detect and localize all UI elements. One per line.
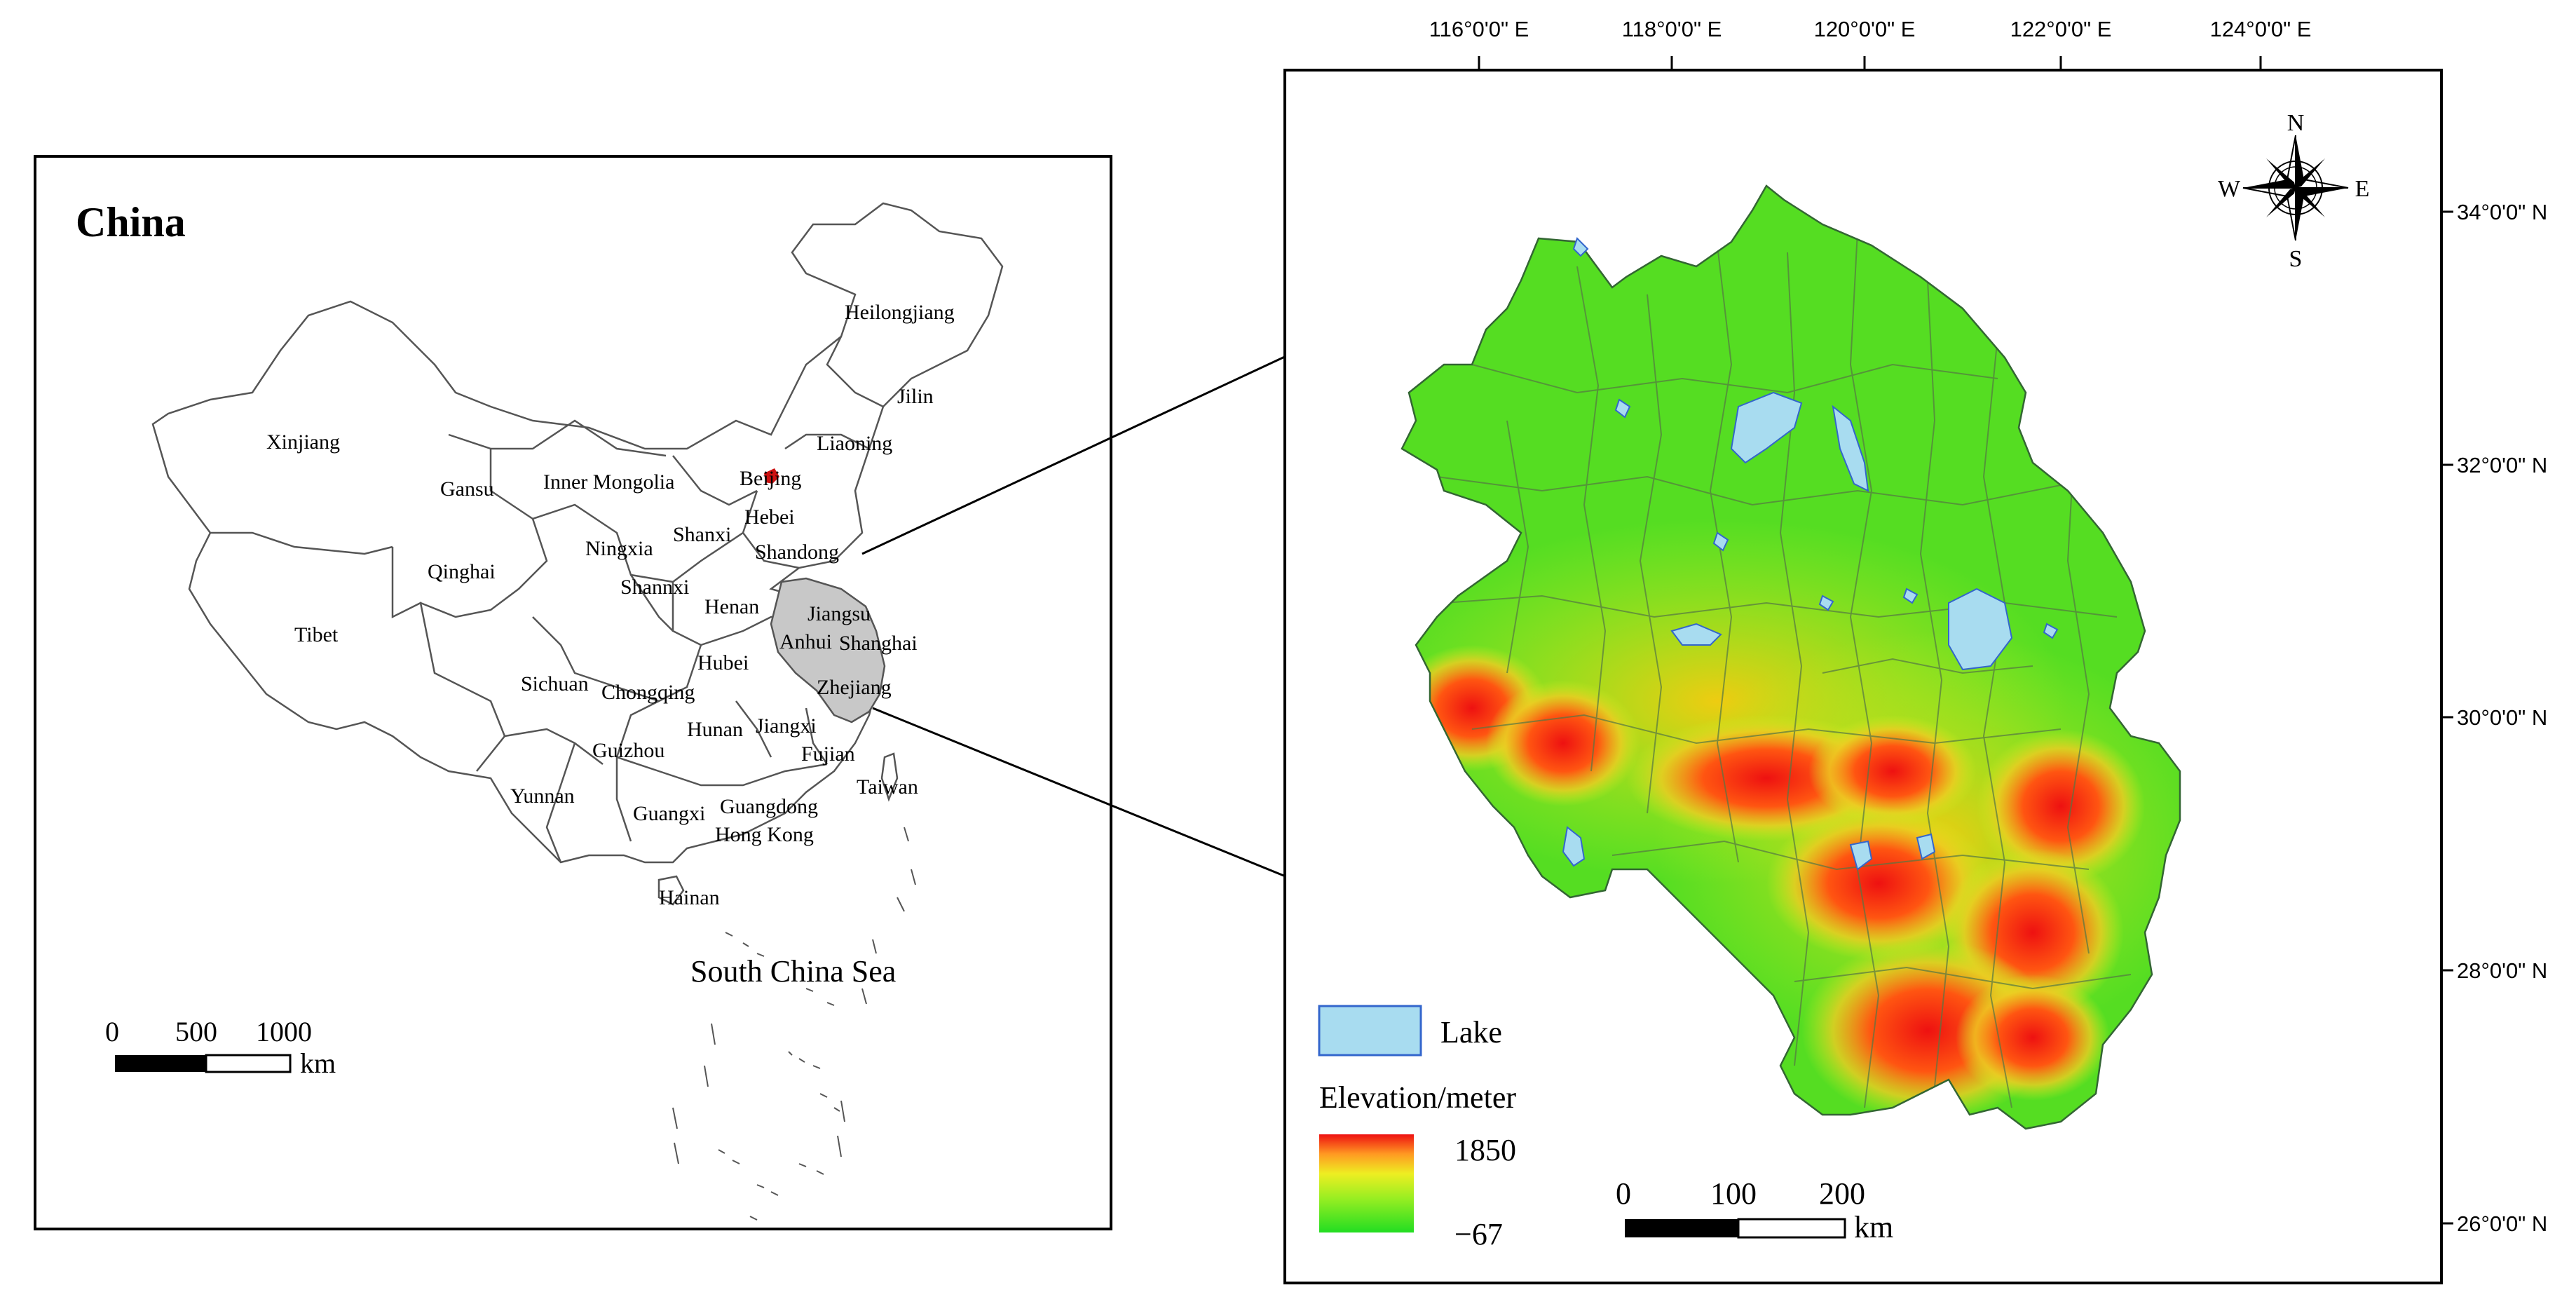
label-anhui: Anhui	[779, 630, 832, 653]
legend-elevation-max: 1850	[1454, 1133, 1516, 1167]
lake-chaohu	[1670, 623, 1722, 646]
south-china-sea-islands	[672, 827, 916, 1221]
china-scale-bar: 0 500 1000 km	[105, 1016, 336, 1079]
label-yunnan: Yunnan	[510, 785, 575, 808]
legend: Lake Elevation/meter 1850 −67	[1318, 1005, 1516, 1251]
label-beijing: Beijing	[740, 467, 801, 490]
lake-qiandao	[1849, 840, 1873, 871]
label-guangxi: Guangxi	[633, 802, 705, 825]
china-scale-white	[205, 1054, 292, 1073]
lat-label-28: 28°0'0" N	[2457, 958, 2547, 983]
label-shanxi: Shanxi	[673, 523, 731, 546]
label-hubei: Hubei	[697, 651, 749, 674]
study-region-outline	[1401, 184, 2181, 1130]
compass-e: E	[2355, 176, 2370, 202]
study-scale-white	[1737, 1218, 1846, 1239]
label-jiangsu: Jiangsu	[807, 602, 871, 625]
label-fujian: Fujian	[801, 742, 855, 766]
china-scale-tick-1000: 1000	[256, 1016, 312, 1047]
china-panel: China	[34, 155, 1112, 1230]
label-henan: Henan	[704, 595, 759, 618]
longitude-axis: 116°0'0" E 118°0'0" E 120°0'0" E 122°0'0…	[1429, 17, 2312, 70]
study-scale-unit: km	[1854, 1210, 1893, 1244]
south-china-sea-label: South China Sea	[690, 954, 896, 989]
label-tibet: Tibet	[294, 623, 339, 646]
compass-w: W	[2218, 176, 2241, 202]
china-scale-black	[115, 1055, 206, 1072]
label-sichuan: Sichuan	[521, 672, 589, 695]
legend-elevation-ramp	[1319, 1134, 1414, 1232]
lat-label-32: 32°0'0" N	[2457, 453, 2547, 477]
label-shandong: Shandong	[755, 541, 839, 564]
beijing-marker	[764, 468, 779, 484]
china-outline	[151, 202, 1004, 864]
lat-label-30: 30°0'0" N	[2457, 705, 2547, 730]
label-zhejiang: Zhejiang	[817, 676, 892, 699]
label-liaoning: Liaoning	[817, 432, 892, 455]
label-heilongjiang: Heilongjiang	[845, 301, 955, 324]
label-jiangxi: Jiangxi	[756, 714, 817, 738]
label-shannxi: Shannxi	[620, 576, 689, 599]
lake-taihu	[1948, 588, 2013, 671]
lakes	[1562, 237, 2059, 871]
study-area-panel: 116°0'0" E 118°0'0" E 120°0'0" E 122°0'0…	[1283, 17, 2547, 1284]
lake-gaoyou	[1832, 405, 1869, 492]
label-jilin: Jilin	[897, 385, 934, 408]
china-scale-tick-500: 500	[175, 1016, 217, 1047]
label-guangdong: Guangdong	[720, 795, 818, 818]
legend-elevation-title: Elevation/meter	[1319, 1080, 1516, 1115]
label-shanghai: Shanghai	[839, 632, 918, 655]
label-guizhou: Guizhou	[592, 739, 665, 762]
label-ningxia: Ningxia	[585, 537, 653, 560]
lon-label-116: 116°0'0" E	[1429, 17, 1529, 41]
label-hunan: Hunan	[687, 718, 743, 741]
label-chongqing: Chongqing	[601, 681, 695, 704]
china-frame	[34, 155, 1112, 1230]
legend-lake-label: Lake	[1440, 1015, 1502, 1050]
label-inner-mongolia: Inner Mongolia	[543, 470, 674, 494]
legend-elevation-min: −67	[1454, 1217, 1503, 1251]
china-scale-unit: km	[300, 1047, 336, 1079]
label-gansu: Gansu	[440, 477, 494, 501]
legend-lake-swatch	[1318, 1005, 1422, 1057]
china-scale-tick-0: 0	[105, 1016, 119, 1047]
compass-rose: N S E W	[2218, 110, 2369, 272]
lake-west	[1562, 826, 1586, 867]
lon-label-122: 122°0'0" E	[2010, 17, 2112, 41]
study-area-scale-bar: 0 100 200 km	[1616, 1176, 1893, 1244]
compass-n: N	[2287, 110, 2305, 136]
label-xinjiang: Xinjiang	[266, 430, 340, 454]
compass-s: S	[2289, 246, 2303, 272]
lon-label-120: 120°0'0" E	[1814, 17, 1916, 41]
study-scale-tick-0: 0	[1616, 1176, 1631, 1211]
label-taiwan: Taiwan	[857, 775, 918, 799]
taiwan-island	[880, 752, 899, 802]
lon-label-118: 118°0'0" E	[1622, 17, 1722, 41]
study-region-highlight	[770, 577, 886, 724]
hainan-island	[657, 875, 685, 906]
study-scale-black	[1625, 1219, 1738, 1237]
study-scale-tick-100: 100	[1710, 1176, 1757, 1211]
lon-label-124: 124°0'0" E	[2210, 17, 2312, 41]
label-hainan: Hainan	[659, 886, 720, 909]
lat-label-34: 34°0'0" N	[2457, 200, 2547, 224]
label-hebei: Hebei	[744, 505, 795, 529]
label-hong-kong: Hong Kong	[715, 823, 814, 846]
province-labels: Heilongjiang Jilin Liaoning Xinjiang Gan…	[266, 301, 955, 909]
label-qinghai: Qinghai	[428, 560, 496, 583]
latitude-axis: 34°0'0" N 32°0'0" N 30°0'0" N 28°0'0" N …	[2441, 200, 2547, 1236]
lake-hongze	[1730, 391, 1803, 464]
lat-label-26: 26°0'0" N	[2457, 1211, 2547, 1236]
study-scale-tick-200: 200	[1819, 1176, 1865, 1211]
china-title: China	[76, 199, 186, 245]
